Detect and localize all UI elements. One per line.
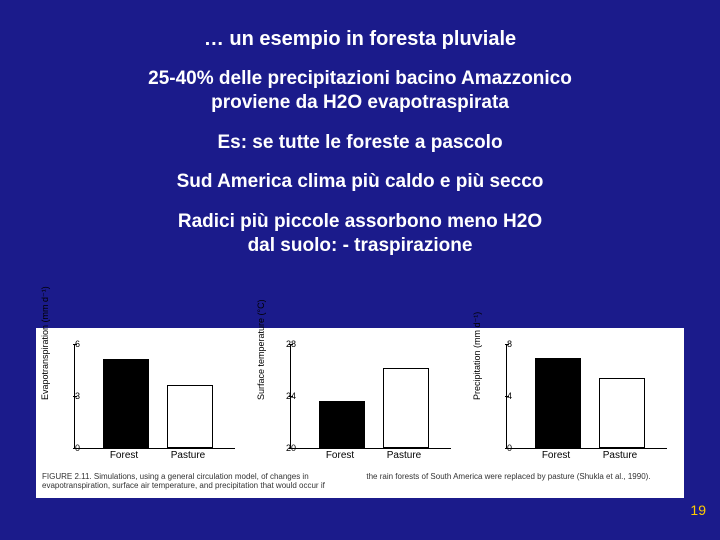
chart-ytick-label: 6 (60, 339, 80, 349)
chart-axes (74, 344, 235, 449)
chart-bar (103, 359, 149, 448)
chart-xlabel: Forest (102, 450, 146, 461)
chart-ylabel: Evapotranspiration (mm d⁻¹) (40, 286, 51, 400)
caption-left: FIGURE 2.11. Simulations, using a genera… (42, 472, 354, 490)
chart-ytick-label: 0 (60, 443, 80, 453)
chart-tickmark (289, 448, 293, 449)
chart-ytick-label: 8 (492, 339, 512, 349)
chart-ytick-label: 20 (276, 443, 296, 453)
panel-precipitation: Precipitation (mm d⁻¹)ForestPasture048 (476, 338, 676, 468)
chart-xlabel: Pasture (598, 450, 642, 461)
caption-right: the rain forests of South America were r… (366, 472, 678, 490)
chart-axes (290, 344, 451, 449)
text-line-1b: proviene da H2O evapotraspirata (211, 92, 509, 113)
chart-tickmark (289, 344, 293, 345)
chart-tickmark (289, 396, 293, 397)
figure-caption: FIGURE 2.11. Simulations, using a genera… (42, 472, 678, 490)
chart-tickmark (505, 396, 509, 397)
chart-ytick-label: 4 (492, 391, 512, 401)
chart-xlabel: Pasture (166, 450, 210, 461)
text-line-4: Radici più piccole assorbono meno H2O da… (0, 210, 720, 258)
chart-bar (167, 385, 213, 448)
chart-xlabel: Pasture (382, 450, 426, 461)
chart-tickmark (73, 448, 77, 449)
chart-ylabel: Surface temperature (°C) (256, 299, 266, 400)
chart-ytick-label: 28 (276, 339, 296, 349)
slide: … un esempio in foresta pluviale 25-40% … (0, 0, 720, 540)
slide-title: … un esempio in foresta pluviale (0, 0, 720, 51)
panel-evapotranspiration: Evapotranspiration (mm d⁻¹)ForestPasture… (44, 338, 244, 468)
text-line-1: 25-40% delle precipitazioni bacino Amazz… (0, 67, 720, 115)
chart-tickmark (505, 344, 509, 345)
chart-ytick-label: 24 (276, 391, 296, 401)
chart-ylabel: Precipitation (mm d⁻¹) (472, 312, 483, 400)
chart-tickmark (73, 396, 77, 397)
chart-bar (599, 378, 645, 448)
chart-ytick-label: 3 (60, 391, 80, 401)
panel-temperature: Surface temperature (°C)ForestPasture202… (260, 338, 460, 468)
chart-tickmark (505, 448, 509, 449)
figure-area: Evapotranspiration (mm d⁻¹)ForestPasture… (36, 328, 684, 498)
page-number: 19 (690, 502, 706, 518)
chart-axes (506, 344, 667, 449)
chart-xlabel: Forest (534, 450, 578, 461)
text-line-4a: Radici più piccole assorbono meno H2O (178, 211, 542, 232)
chart-tickmark (73, 344, 77, 345)
text-line-1a: 25-40% delle precipitazioni bacino Amazz… (148, 68, 572, 89)
chart-bar (319, 401, 365, 449)
text-line-3: Sud America clima più caldo e più secco (0, 170, 720, 194)
text-line-4b: dal suolo: - traspirazione (248, 235, 473, 256)
text-line-2: Es: se tutte le foreste a pascolo (0, 131, 720, 155)
chart-panels: Evapotranspiration (mm d⁻¹)ForestPasture… (36, 328, 684, 468)
chart-ytick-label: 0 (492, 443, 512, 453)
chart-bar (535, 358, 581, 448)
chart-xlabel: Forest (318, 450, 362, 461)
chart-bar (383, 368, 429, 448)
